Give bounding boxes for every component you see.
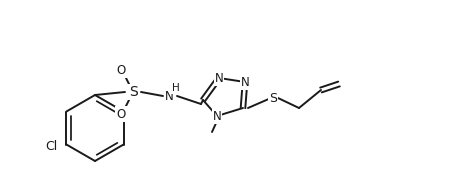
Text: O: O	[117, 107, 126, 121]
Text: S: S	[269, 91, 277, 105]
Text: N: N	[241, 75, 249, 89]
Text: Cl: Cl	[45, 140, 58, 153]
Text: H: H	[172, 83, 180, 93]
Text: N: N	[212, 109, 221, 123]
Text: S: S	[129, 85, 137, 99]
Text: N: N	[215, 72, 223, 84]
Text: O: O	[117, 63, 126, 77]
Text: N: N	[165, 89, 173, 102]
